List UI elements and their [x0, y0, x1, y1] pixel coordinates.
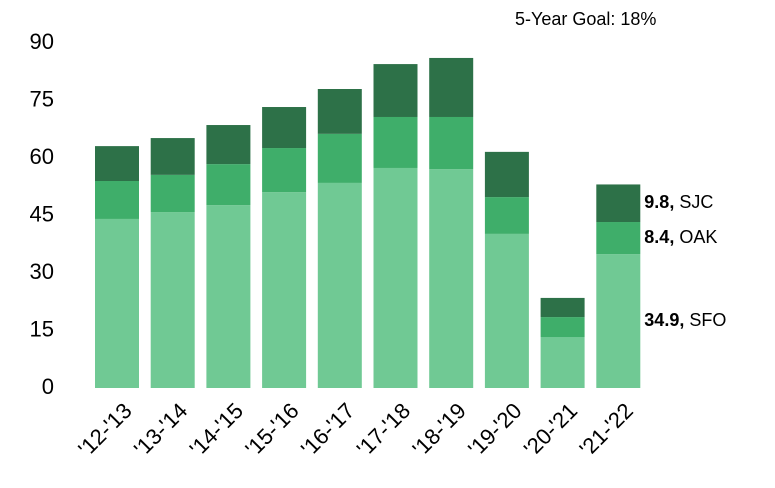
x-tick-label: '12-'13 [73, 398, 136, 461]
bar-segment [596, 222, 641, 255]
data-label-name: OAK [679, 227, 717, 247]
bar-segment [206, 164, 251, 206]
bar-segment [206, 205, 251, 388]
bar-segment [150, 138, 195, 175]
x-tick-label: '14-'15 [185, 398, 248, 461]
bar-segment [317, 89, 362, 134]
bar-segment [95, 146, 139, 181]
bar-segment [540, 337, 585, 388]
bar-segment [317, 133, 362, 183]
bar-segment [540, 317, 585, 338]
bar-segment [540, 297, 585, 318]
bar-segment [150, 174, 195, 213]
data-label-name: SFO [689, 310, 726, 330]
y-tick-label: 60 [30, 144, 54, 169]
x-tick-label: '19-'20 [463, 398, 526, 461]
bar-segment [150, 212, 195, 388]
bar-segment [373, 167, 418, 388]
bar-segment [373, 64, 418, 117]
bar-segment [429, 57, 474, 117]
bar-segment [95, 181, 139, 219]
y-tick-label: 15 [30, 316, 54, 341]
bar-segment [596, 254, 641, 388]
bar-segment [95, 218, 139, 388]
data-label-value: 34.9, [644, 310, 684, 330]
data-label: 9.8, SJC [644, 192, 713, 212]
bar-segment [262, 192, 307, 388]
x-tick-label: '13-'14 [129, 398, 192, 461]
data-label: 8.4, OAK [644, 227, 717, 247]
x-tick-label: '16-'17 [296, 398, 359, 461]
x-tick-label: '20-'21 [519, 398, 582, 461]
bar-segment [429, 116, 474, 170]
bar-segment [484, 151, 529, 198]
y-tick-label: 75 [30, 86, 54, 111]
bar-segment [484, 197, 529, 234]
data-label-value: 8.4, [644, 227, 674, 247]
data-label-value: 9.8, [644, 192, 674, 212]
bar-segment [596, 184, 641, 223]
x-tick-label: '18-'19 [407, 398, 470, 461]
bar-segment [206, 125, 251, 165]
y-tick-label: 30 [30, 259, 54, 284]
y-tick-label: 45 [30, 201, 54, 226]
bar-segment [484, 233, 529, 388]
data-label-name: SJC [679, 192, 713, 212]
bar-segment [317, 182, 362, 388]
data-label: 34.9, SFO [644, 310, 726, 330]
bar-segment [429, 169, 474, 388]
annotation: 5-Year Goal: 18% [515, 9, 656, 29]
x-tick-label: '17-'18 [352, 398, 415, 461]
bar-segment [262, 107, 307, 149]
bar-segment [262, 148, 307, 193]
bar-segment [373, 116, 418, 168]
y-tick-label: 0 [42, 374, 54, 399]
y-tick-label: 90 [30, 29, 54, 54]
x-tick-label: '15-'16 [240, 398, 303, 461]
x-tick-label: '21-'22 [575, 398, 638, 461]
